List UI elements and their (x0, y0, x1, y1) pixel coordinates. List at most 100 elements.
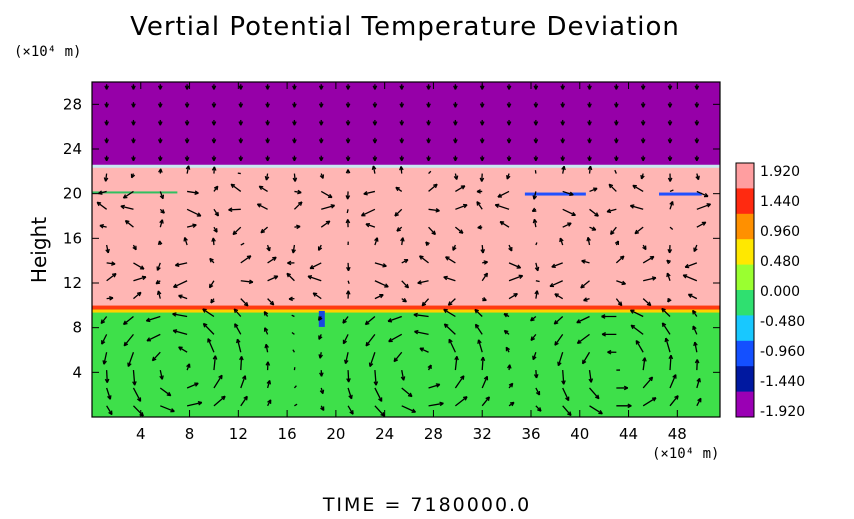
vector-arrow-313 (535, 242, 538, 246)
vector-arrow-210 (401, 387, 413, 398)
vector-arrow-221 (395, 186, 403, 192)
vector-arrow-348 (583, 297, 590, 302)
vector-arrow-98 (236, 338, 242, 353)
vector-arrow-44 (156, 290, 162, 299)
colorbar-label: 0.960 (760, 224, 800, 240)
vector-arrow-41 (151, 351, 161, 362)
vector-arrow-408 (667, 244, 673, 254)
vector-arrow-238 (428, 226, 436, 236)
vector-arrow-206 (372, 119, 378, 126)
vector-arrow-394 (640, 155, 646, 162)
x-tick-label: 36 (521, 425, 540, 443)
vector-arrow-341 (560, 84, 566, 90)
vector-arrow-6 (106, 295, 114, 301)
vector-arrow-138 (291, 314, 295, 318)
vector-arrow-170 (318, 84, 324, 90)
vector-arrow-65 (174, 262, 188, 268)
vector-arrow-386 (642, 298, 652, 307)
vector-arrow-259 (455, 185, 466, 192)
vector-arrow-173 (346, 370, 351, 383)
vector-arrow-35 (131, 119, 136, 126)
vector-arrow-365 (601, 332, 617, 337)
y-tick-label: 4 (72, 363, 82, 381)
vector-arrow-153 (319, 387, 325, 395)
vector-arrow-249 (454, 355, 459, 371)
colorbar-label: -1.440 (760, 374, 805, 390)
vector-arrow-356 (587, 155, 592, 162)
vector-arrow-148 (292, 137, 297, 144)
region-2 (92, 307, 720, 417)
colorbar-swatch-1 (736, 188, 754, 215)
vector-arrow-149 (292, 119, 297, 126)
vector-arrow-269 (477, 339, 483, 353)
x-tick-label: 44 (619, 425, 638, 443)
vector-arrow-283 (479, 102, 485, 108)
vector-arrow-390 (634, 226, 644, 235)
x-tick-label: 12 (229, 425, 248, 443)
vector-arrow-119 (263, 311, 269, 317)
vector-arrow-297 (497, 190, 510, 198)
vector-arrow-218 (400, 237, 405, 246)
vector-arrow-300 (506, 137, 512, 144)
vector-arrow-243 (426, 137, 431, 144)
vector-arrow-375 (614, 155, 619, 162)
vector-arrow-61 (172, 329, 188, 335)
vector-arrow-154 (319, 370, 324, 377)
vector-arrow-92 (211, 119, 217, 126)
vector-arrow-346 (576, 333, 590, 345)
vector-arrow-267 (481, 375, 489, 389)
vector-arrow-152 (320, 405, 325, 411)
vector-arrow-379 (614, 84, 619, 90)
vector-arrow-40 (159, 369, 164, 380)
vector-arrow-30 (120, 204, 134, 210)
x-tick-label: 40 (570, 425, 589, 443)
vector-arrow-253 (447, 298, 456, 306)
vector-arrow-162 (320, 220, 331, 228)
vector-arrow-239 (428, 208, 440, 213)
y-tick-label: 28 (63, 95, 82, 113)
vector-arrow-178 (347, 280, 350, 284)
vector-arrow-57 (186, 400, 203, 407)
vector-arrow-276 (477, 224, 483, 230)
vector-arrow-250 (448, 338, 456, 353)
colorbar-label: -0.480 (760, 314, 805, 330)
vector-arrow-399 (669, 395, 679, 407)
vector-arrow-182 (346, 209, 349, 214)
vector-arrow-37 (131, 84, 136, 90)
vector-arrow-247 (454, 396, 468, 407)
vector-arrow-246 (426, 84, 431, 90)
vector-arrow-175 (342, 334, 349, 345)
vector-arrow-423 (692, 309, 698, 317)
vector-arrow-396 (640, 119, 646, 126)
vector-arrow-377 (614, 119, 619, 126)
vector-arrow-225 (399, 119, 405, 126)
vector-arrow-191 (374, 387, 383, 402)
vector-arrow-264 (453, 102, 458, 108)
vector-arrow-209 (401, 405, 417, 413)
vector-arrow-240 (428, 183, 438, 192)
vector-arrow-277 (476, 201, 483, 210)
vector-arrow-45 (155, 279, 161, 285)
vector-arrow-342 (589, 405, 603, 415)
colorbar-label: 0.480 (760, 254, 800, 270)
vector-arrow-378 (614, 102, 619, 108)
colorbar-swatch-9 (736, 391, 754, 418)
vector-arrow-405 (667, 297, 672, 303)
vector-arrow-68 (186, 208, 202, 217)
y-axis-label: Height (27, 217, 51, 283)
vector-arrow-80 (202, 322, 215, 335)
vector-arrow-200 (365, 222, 376, 228)
vector-arrow-373 (608, 183, 617, 192)
vector-arrow-79 (207, 338, 215, 353)
x-tick-label: 16 (278, 425, 297, 443)
vector-arrow-59 (186, 363, 191, 371)
vector-arrow-63 (178, 294, 188, 300)
vector-arrow-24 (122, 315, 134, 326)
vector-arrow-179 (346, 262, 351, 272)
vector-arrow-289 (503, 329, 510, 335)
vector-arrow-181 (345, 219, 351, 228)
vector-arrow-140 (286, 272, 295, 282)
vector-arrow-299 (506, 155, 512, 162)
vector-arrow-107 (230, 183, 242, 192)
chart-title: Vertial Potential Temperature Deviation (130, 12, 680, 42)
